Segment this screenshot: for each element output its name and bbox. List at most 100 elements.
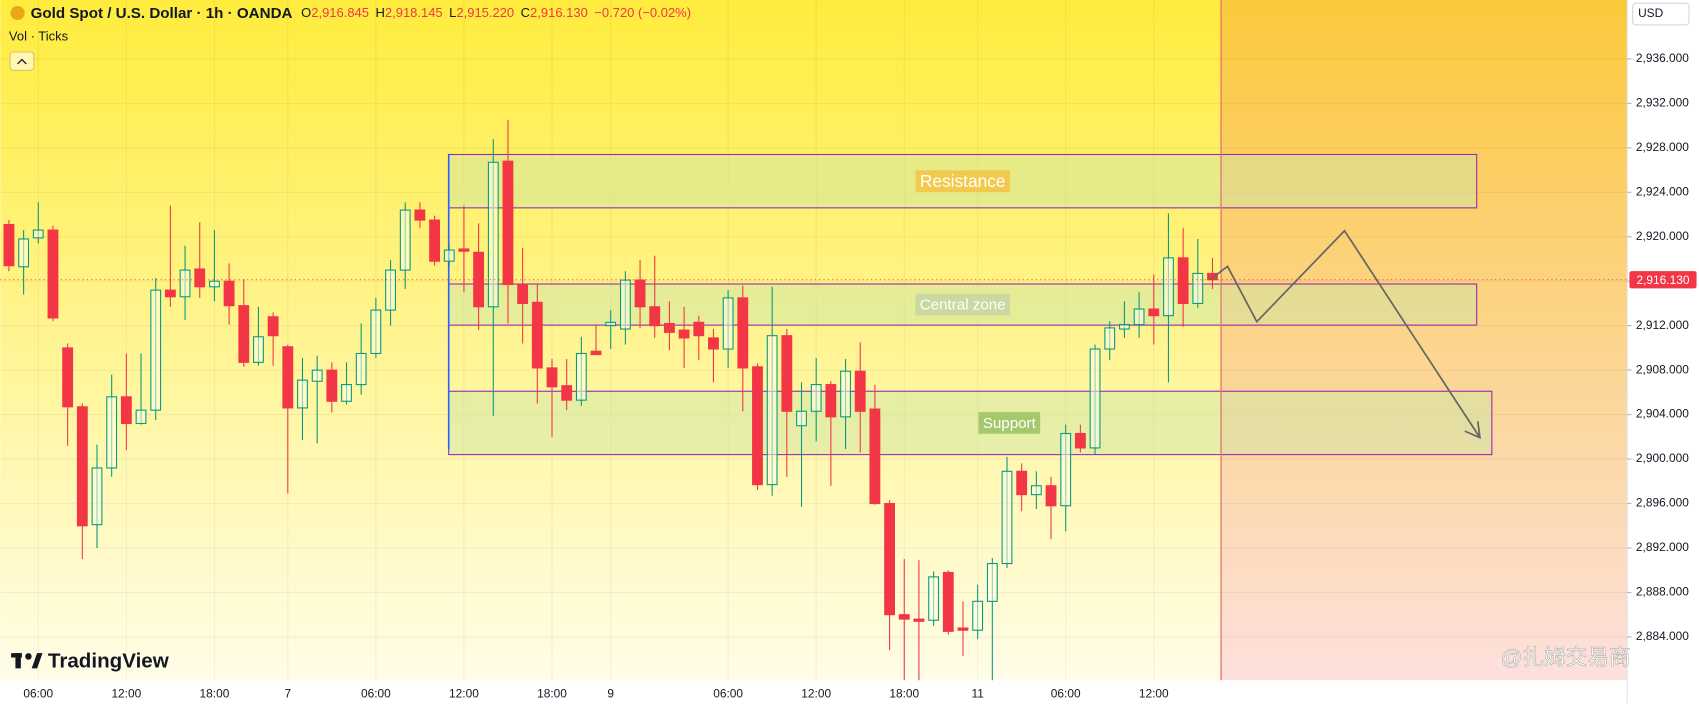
zone-label: Support (983, 415, 1037, 432)
candle-body (854, 370, 866, 412)
candle-body (546, 367, 558, 388)
candle-body (634, 279, 646, 308)
axes: 2,884.000 2,888.000 2,892.000 2,896.000 2,90… (0, 51, 1697, 700)
candle-body (1148, 308, 1160, 317)
candle-body (209, 280, 220, 288)
candle-body (1016, 470, 1028, 496)
indicator-label: Vol · Ticks (9, 28, 69, 43)
candle-body (120, 396, 132, 425)
last-price-label: 2,916.130 (1637, 273, 1690, 287)
candle-body (282, 346, 294, 409)
y-tick-label: 2,920.000 (1636, 229, 1689, 243)
time-axis (0, 680, 1628, 703)
logo-part (15, 653, 21, 669)
candle-body (781, 335, 793, 412)
candle-body (561, 385, 573, 401)
candle-body (326, 369, 338, 402)
grid (0, 0, 1628, 681)
symbol-icon (10, 5, 25, 21)
collapse-button[interactable] (9, 51, 35, 71)
zones: Resistance Central zone Support (448, 153, 1493, 456)
candle-body (678, 329, 690, 339)
x-tick-label: 11 (971, 686, 984, 700)
zone (448, 390, 1493, 456)
candle-body (825, 384, 837, 418)
watermark: @扎姆交易商 (1501, 644, 1631, 669)
candle-body (1001, 470, 1013, 565)
y-tick-label: 2,888.000 (1636, 585, 1689, 599)
legend-header: Gold Spot / U.S. Dollar · 1h · OANDA O2,9… (31, 5, 691, 22)
projection-path (1209, 229, 1481, 439)
ohlc-value: 2,918.145 (385, 6, 443, 21)
candle-body (898, 614, 910, 620)
ohlc-value: 2,915.220 (456, 6, 514, 21)
candle-body (414, 209, 426, 221)
candle-body (1192, 272, 1204, 304)
ohlc-key: O (301, 6, 311, 21)
candle-body (164, 289, 176, 298)
candle-body (531, 301, 543, 369)
currency-box[interactable] (1632, 2, 1690, 26)
x-tick-label: 12:00 (111, 686, 141, 700)
y-tick-label: 2,892.000 (1636, 540, 1689, 554)
candle-body (928, 576, 940, 621)
x-tick-label: 06:00 (23, 686, 53, 700)
candle-body (341, 384, 352, 402)
candle-body (429, 219, 440, 262)
candle-body (223, 280, 235, 307)
candle-body (752, 366, 763, 486)
candle-body (1074, 432, 1086, 449)
candle-body (517, 284, 529, 304)
candle-body (796, 410, 807, 427)
title: Gold Spot / U.S. Dollar · 1h · OANDA (31, 5, 293, 22)
candle-body (575, 352, 587, 401)
candle-body (619, 279, 631, 330)
candle-body (91, 467, 103, 526)
candle-body (942, 571, 954, 632)
zone-label: Resistance (920, 171, 1006, 191)
candle-body (385, 269, 396, 311)
candle-body (297, 379, 308, 409)
x-tick-label: 12:00 (449, 686, 479, 700)
last-price-tag (1629, 271, 1697, 289)
logo-part (25, 653, 32, 660)
candle-body (253, 336, 264, 363)
candle-body (913, 618, 925, 622)
candle-body (135, 409, 147, 425)
y-tick-label: 2,884.000 (1636, 629, 1689, 643)
x-tick-label: 12:00 (1139, 686, 1169, 700)
candle-body (3, 223, 15, 267)
x-tick-label: 06:00 (1051, 686, 1081, 700)
change: −0.720 (−0.02%) (594, 6, 691, 21)
y-tick-label: 2,936.000 (1636, 51, 1689, 65)
candle-body (737, 297, 749, 369)
candle-body (399, 209, 411, 271)
candle-body (443, 249, 455, 262)
candle-body (590, 350, 602, 356)
x-tick-label: 06:00 (361, 686, 391, 700)
y-tick-label: 2,896.000 (1636, 496, 1689, 510)
candle-body (179, 269, 191, 298)
candle-body (473, 251, 485, 308)
candle-body (986, 563, 998, 602)
zone-label-bg (915, 293, 1010, 316)
candle-body (1177, 257, 1189, 304)
candle-body (355, 352, 367, 386)
candle-body (766, 335, 778, 486)
y-tick-label: 2,900.000 (1636, 451, 1689, 465)
brand: TradingView (48, 649, 170, 672)
candle-body (693, 321, 705, 337)
price-axis (1627, 0, 1699, 703)
candle-body (722, 297, 734, 350)
y-tick-label: 2,932.000 (1636, 96, 1689, 110)
candle-body (1104, 327, 1116, 350)
candle-body (869, 408, 881, 505)
x-tick-label: 18:00 (889, 686, 919, 700)
candle-body (1207, 272, 1218, 281)
future-area (1221, 0, 1628, 681)
ohlc-value: 2,916.845 (311, 6, 369, 21)
zone-label: Central zone (920, 297, 1006, 314)
candle-body (267, 316, 279, 337)
y-tick-label: 2,924.000 (1636, 184, 1689, 198)
